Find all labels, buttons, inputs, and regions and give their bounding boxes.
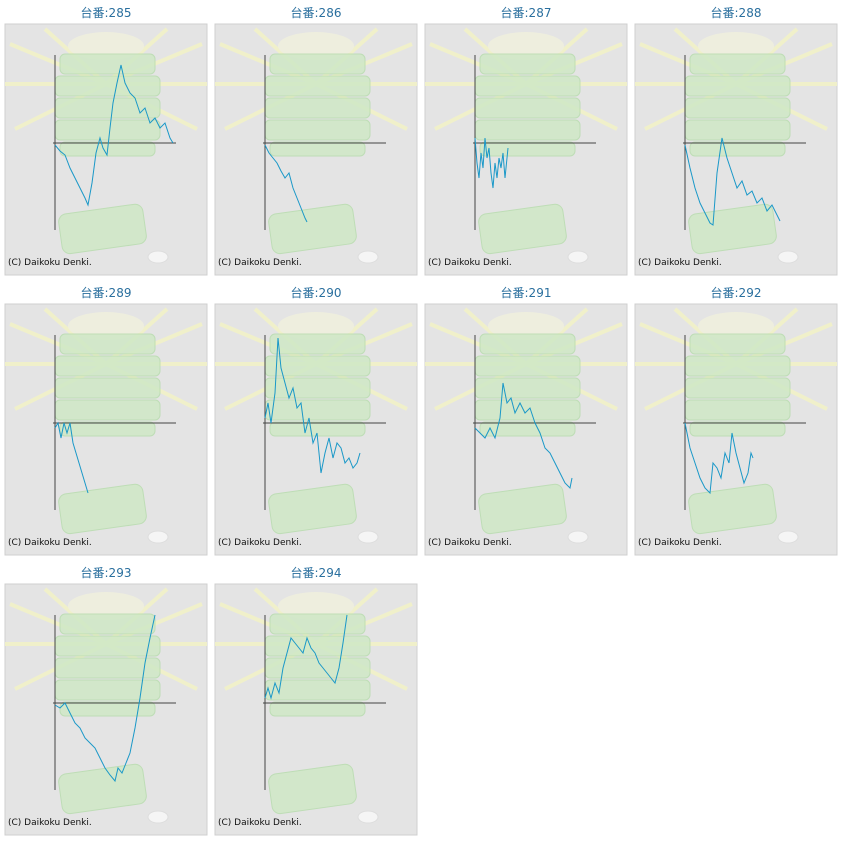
series-line [264,337,361,474]
copyright: (C) Daikoku Denki. [8,258,92,268]
panel-background [213,582,419,837]
panel-background [3,22,209,277]
chart-title: 台番:287 [501,5,552,20]
series-line [54,614,156,783]
panel-background [423,22,629,277]
chart-title: 台番:285 [81,5,132,20]
chart-title: 台番:293 [81,565,132,580]
chart-panel: (C) Daikoku Denki. [213,582,419,837]
chart-panel: (C) Daikoku Denki. [213,22,419,277]
chart-title: 台番:292 [711,285,762,300]
chart-panel: (C) Daikoku Denki. [3,302,209,557]
panel-background [213,22,419,277]
chart-panel: (C) Daikoku Denki. [423,22,629,277]
chart-panel: (C) Daikoku Denki. [633,22,839,277]
series-line [54,64,174,207]
chart-panel: (C) Daikoku Denki. [213,302,419,557]
series-line [474,382,573,490]
copyright: (C) Daikoku Denki. [638,258,722,268]
chart-panel: (C) Daikoku Denki. [423,302,629,557]
series-line [264,614,348,700]
chart-panel: (C) Daikoku Denki. [3,582,209,837]
chart-title: 台番:291 [501,285,552,300]
copyright: (C) Daikoku Denki. [428,538,512,548]
copyright: (C) Daikoku Denki. [218,818,302,828]
copyright: (C) Daikoku Denki. [428,258,512,268]
chart-panel: (C) Daikoku Denki. [3,22,209,277]
chart-panel: (C) Daikoku Denki. [633,302,839,557]
series-line [264,144,308,223]
panel-background [3,302,209,557]
chart-title: 台番:289 [81,285,132,300]
copyright: (C) Daikoku Denki. [638,538,722,548]
panel-background [423,302,629,557]
series-line [684,422,754,495]
chart-title: 台番:288 [711,5,762,20]
panel-background [633,22,839,277]
series-line [474,137,509,189]
copyright: (C) Daikoku Denki. [218,258,302,268]
copyright: (C) Daikoku Denki. [218,538,302,548]
series-line [684,137,781,226]
copyright: (C) Daikoku Denki. [8,538,92,548]
chart-title: 台番:294 [291,565,342,580]
copyright: (C) Daikoku Denki. [8,818,92,828]
panel-background [3,582,209,837]
panel-background [213,302,419,557]
chart-title: 台番:290 [291,285,342,300]
chart-title: 台番:286 [291,5,342,20]
series-line [54,421,89,494]
panel-background [633,302,839,557]
